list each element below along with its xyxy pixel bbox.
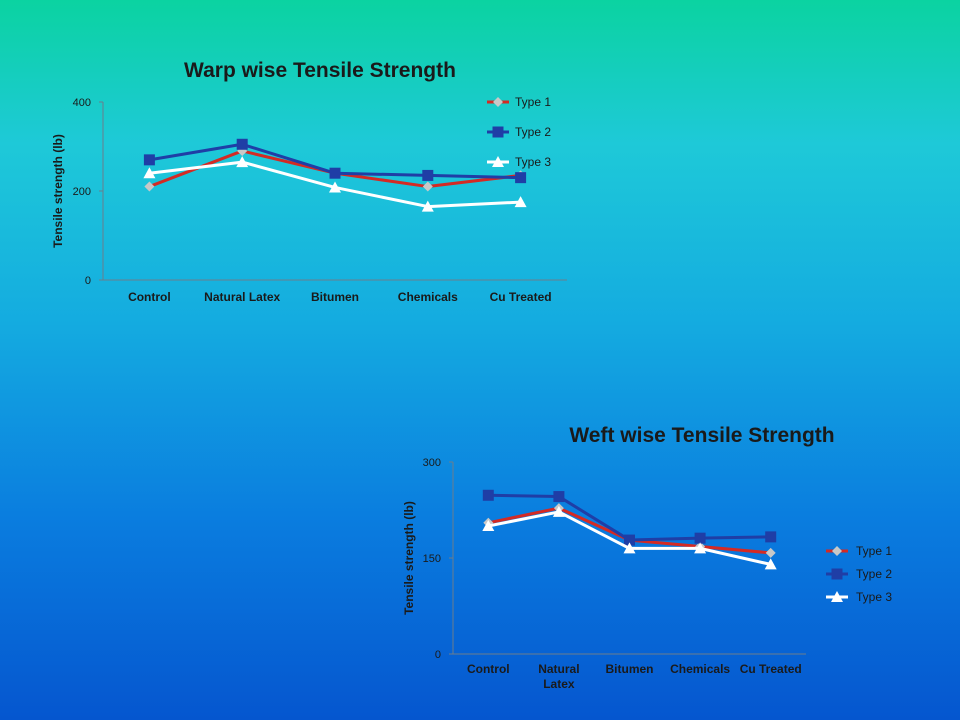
data-point-natural-latex	[236, 156, 249, 168]
legend-marker	[831, 591, 843, 602]
data-point-cu-treated	[764, 558, 777, 570]
x-tick-label-natural-latex: Natural Latex	[538, 662, 579, 691]
legend-label: Type 2	[856, 567, 892, 581]
x-tick-label-bitumen: Bitumen	[311, 290, 359, 304]
data-point-control	[144, 181, 155, 192]
data-point-control	[482, 520, 495, 531]
x-tick-label-cu-treated: Cu Treated	[740, 662, 802, 676]
data-point-chemicals	[422, 181, 433, 192]
series-type-3	[143, 156, 527, 212]
legend-marker	[493, 97, 503, 107]
y-axis-label: Tensile strength (lb)	[402, 501, 416, 615]
legend: Type 1 Type 2 Type 3	[826, 544, 892, 604]
data-point-chemicals	[422, 169, 434, 181]
y-tick-label: 0	[435, 649, 441, 661]
legend-label: Type 3	[515, 155, 551, 169]
data-point-control	[482, 489, 494, 501]
x-tick-label-bitumen: Bitumen	[606, 662, 654, 676]
chart-title: Warp wise Tensile Strength	[184, 59, 456, 82]
data-point-bitumen	[623, 542, 636, 554]
legend-label: Type 1	[856, 544, 892, 558]
legend-marker	[492, 126, 504, 138]
chart-2: Weft wise Tensile Strength 0 150 300 Control…	[402, 424, 892, 691]
x-tick-label-cu-treated: Cu Treated	[490, 290, 552, 304]
legend-marker	[492, 156, 504, 167]
data-point-chemicals	[421, 200, 434, 212]
legend-label: Type 1	[515, 95, 551, 109]
chart-title: Weft wise Tensile Strength	[569, 424, 834, 447]
data-point-natural-latex	[552, 505, 565, 517]
x-tick-label-control: Control	[467, 662, 510, 676]
data-point-control	[143, 167, 156, 179]
x-tick-label-chemicals: Chemicals	[398, 290, 458, 304]
legend-marker	[831, 568, 843, 580]
data-point-chemicals	[694, 542, 707, 554]
data-point-chemicals	[694, 532, 706, 544]
y-tick-label: 400	[73, 97, 91, 109]
y-axis-label: Tensile strength (lb)	[51, 134, 65, 248]
data-point-control	[143, 154, 155, 166]
x-tick-label-natural-latex: Natural Latex	[204, 290, 280, 304]
x-tick-label-control: Control	[128, 290, 171, 304]
data-point-bitumen	[329, 181, 341, 193]
chart-1: Warp wise Tensile Strength 0 200 400 Control…	[51, 59, 567, 304]
legend-label: Type 3	[856, 590, 892, 604]
data-point-natural-latex	[553, 491, 565, 503]
legend-marker	[832, 546, 842, 556]
data-point-cu-treated	[765, 531, 777, 543]
data-point-cu-treated	[515, 172, 527, 184]
legend: Type 1 Type 2 Type 3	[487, 95, 551, 169]
legend-label: Type 2	[515, 125, 551, 139]
data-point-cu-treated	[514, 196, 527, 208]
x-tick-label-chemicals: Chemicals	[670, 662, 730, 676]
y-tick-label: 150	[423, 553, 441, 565]
data-point-bitumen	[329, 167, 341, 179]
series-type-2	[143, 138, 527, 184]
data-point-natural-latex	[236, 138, 248, 150]
data-point-cu-treated	[765, 547, 776, 558]
y-tick-label: 0	[85, 275, 91, 287]
y-tick-label: 200	[73, 186, 91, 198]
y-tick-label: 300	[423, 457, 441, 469]
series-type-3	[482, 505, 777, 570]
